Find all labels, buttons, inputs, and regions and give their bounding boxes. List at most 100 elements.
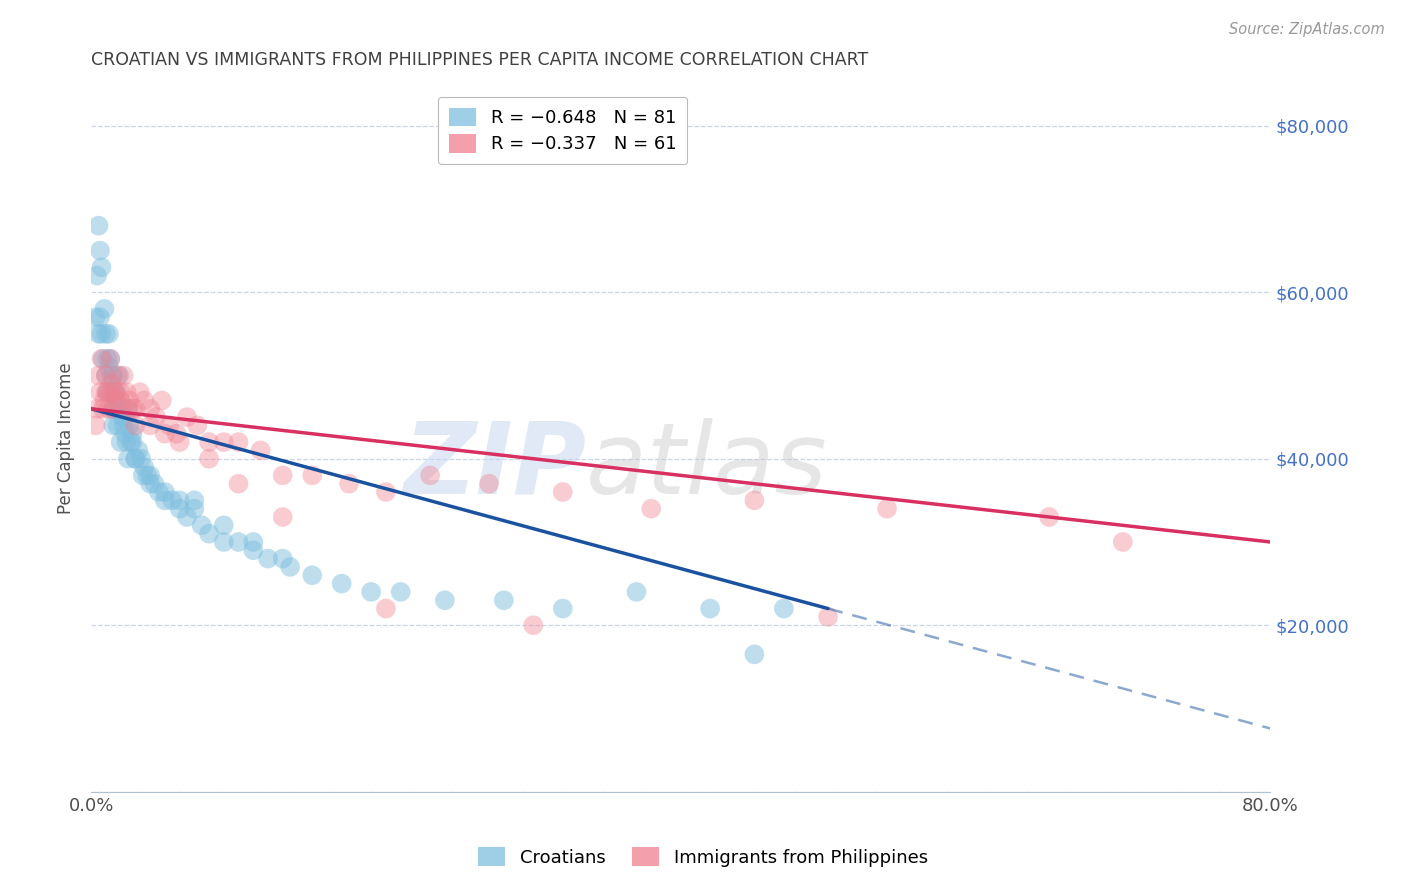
Point: [271, 551, 294, 566]
Point: [107, 401, 129, 416]
Point: [110, 393, 132, 408]
Point: [105, 393, 128, 408]
Point: [96, 385, 118, 400]
Point: [114, 426, 136, 441]
Point: [97, 360, 120, 375]
Point: [389, 585, 412, 599]
Point: [330, 576, 353, 591]
Point: [101, 376, 124, 391]
Point: [145, 410, 167, 425]
Point: [176, 410, 198, 425]
Point: [176, 510, 198, 524]
Point: [120, 435, 142, 450]
Point: [89, 310, 111, 325]
Point: [121, 426, 143, 441]
Y-axis label: Per Capita Income: Per Capita Income: [58, 362, 75, 514]
Point: [84, 310, 107, 325]
Point: [127, 443, 149, 458]
Point: [94, 368, 117, 383]
Point: [94, 385, 117, 400]
Point: [1038, 510, 1060, 524]
Point: [117, 401, 139, 416]
Point: [271, 468, 294, 483]
Point: [169, 435, 191, 450]
Point: [98, 351, 121, 366]
Point: [124, 418, 146, 433]
Point: [143, 476, 166, 491]
Point: [104, 385, 127, 400]
Point: [169, 501, 191, 516]
Point: [337, 476, 360, 491]
Point: [153, 426, 176, 441]
Point: [278, 560, 301, 574]
Point: [212, 435, 235, 450]
Point: [89, 244, 111, 258]
Point: [257, 551, 280, 566]
Point: [94, 326, 117, 341]
Point: [228, 435, 250, 450]
Point: [153, 493, 176, 508]
Point: [103, 401, 125, 416]
Point: [157, 418, 180, 433]
Point: [112, 410, 135, 425]
Point: [121, 435, 143, 450]
Point: [96, 385, 118, 400]
Point: [124, 401, 146, 416]
Legend: Croatians, Immigrants from Philippines: Croatians, Immigrants from Philippines: [471, 840, 935, 874]
Point: [111, 410, 134, 425]
Point: [876, 501, 898, 516]
Point: [121, 401, 143, 416]
Point: [139, 468, 162, 483]
Point: [433, 593, 456, 607]
Point: [110, 401, 132, 416]
Point: [98, 351, 121, 366]
Point: [301, 468, 323, 483]
Point: [93, 393, 115, 408]
Point: [148, 485, 170, 500]
Point: [96, 351, 118, 366]
Point: [90, 351, 112, 366]
Point: [84, 418, 107, 433]
Point: [104, 385, 127, 400]
Point: [91, 351, 114, 366]
Point: [242, 535, 264, 549]
Point: [212, 535, 235, 549]
Point: [117, 401, 139, 416]
Legend: R = −0.648   N = 81, R = −0.337   N = 61: R = −0.648 N = 81, R = −0.337 N = 61: [439, 96, 688, 164]
Point: [773, 601, 796, 615]
Point: [183, 493, 205, 508]
Point: [817, 610, 839, 624]
Point: [183, 501, 205, 516]
Point: [198, 526, 221, 541]
Point: [249, 443, 271, 458]
Point: [699, 601, 721, 615]
Point: [153, 485, 176, 500]
Point: [94, 368, 117, 383]
Point: [129, 451, 152, 466]
Point: [198, 451, 221, 466]
Point: [166, 426, 188, 441]
Point: [104, 393, 127, 408]
Point: [190, 518, 212, 533]
Point: [374, 485, 396, 500]
Point: [115, 385, 138, 400]
Point: [132, 468, 155, 483]
Point: [228, 535, 250, 549]
Point: [242, 543, 264, 558]
Point: [744, 648, 766, 662]
Point: [97, 401, 120, 416]
Point: [110, 435, 132, 450]
Point: [744, 493, 766, 508]
Point: [93, 301, 115, 316]
Point: [108, 368, 131, 383]
Point: [86, 268, 108, 283]
Point: [136, 468, 159, 483]
Point: [103, 418, 125, 433]
Point: [87, 368, 110, 383]
Point: [134, 393, 156, 408]
Point: [301, 568, 323, 582]
Text: atlas: atlas: [586, 417, 828, 515]
Point: [139, 476, 162, 491]
Point: [139, 401, 162, 416]
Point: [419, 468, 441, 483]
